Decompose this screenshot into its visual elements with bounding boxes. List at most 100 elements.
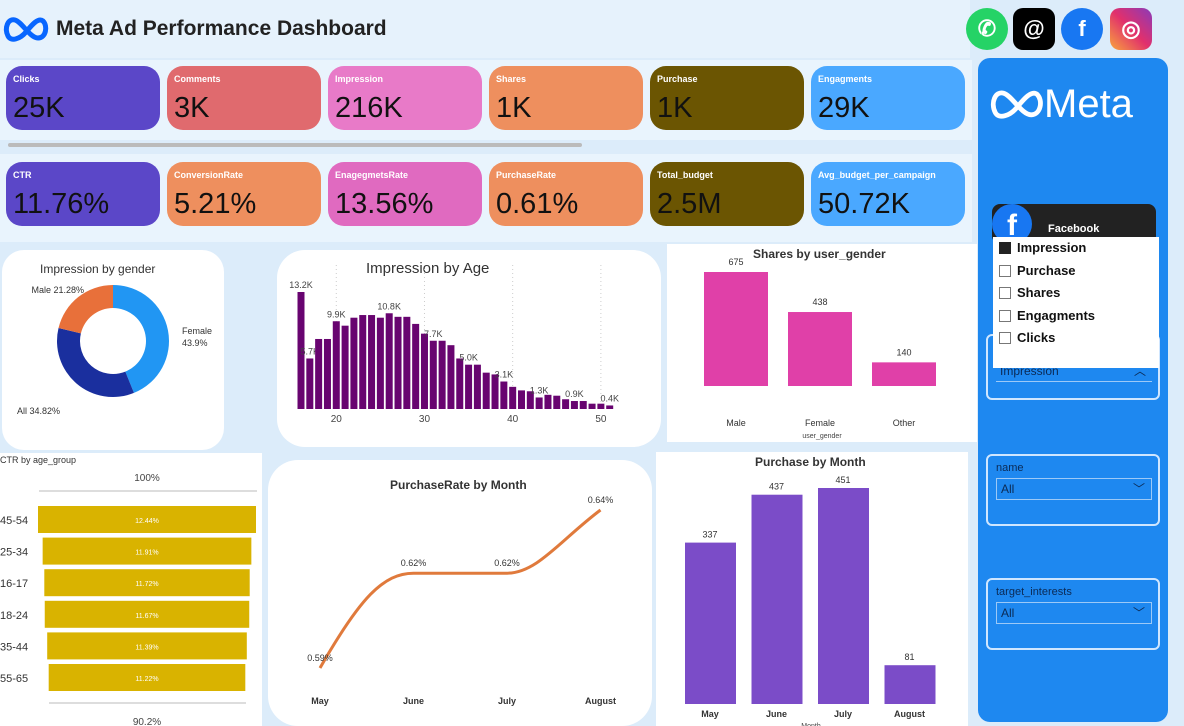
kpi-value: 11.76% xyxy=(13,188,110,220)
dropdown-value: All xyxy=(1001,482,1015,496)
target-interests-slicer: target_interests All ﹀ xyxy=(986,578,1160,650)
page-title: Meta Ad Performance Dashboard xyxy=(56,17,387,40)
metric-option-shares[interactable]: Shares xyxy=(993,282,1159,305)
shares-bar-chart: 675 Male 438 Female 140 Other user_gender xyxy=(704,257,936,440)
kpi-label: Total_budget xyxy=(657,170,713,180)
bar-age-23 xyxy=(359,315,367,409)
chart-title: Impression by gender xyxy=(40,262,156,276)
data-label: 437 xyxy=(769,482,784,492)
kpi-label: CTR xyxy=(13,170,32,180)
x-tick-label: July xyxy=(498,696,516,706)
slicer-label: name xyxy=(996,462,1024,474)
funnel-bar-18-24 xyxy=(44,600,250,628)
kpi-card-purchaserate: PurchaseRate 0.61% xyxy=(489,162,643,226)
checkbox[interactable] xyxy=(999,287,1011,299)
facebook-icon[interactable]: f xyxy=(1061,8,1103,50)
category-label: 45-54 xyxy=(0,515,28,527)
bar-age-29 xyxy=(412,323,420,409)
kpi-value: 3K xyxy=(174,92,210,124)
metric-option-clicks[interactable]: Clicks xyxy=(993,327,1159,350)
bar-age-28 xyxy=(403,316,411,409)
purchase-by-month-chart: Purchase by Month 337 May 437 June 451 July 81… xyxy=(656,452,968,726)
x-tick-label: Male xyxy=(726,418,746,428)
bar-age-38 xyxy=(491,374,499,409)
threads-icon[interactable]: @ xyxy=(1013,8,1055,50)
meta-logo-icon xyxy=(3,17,49,42)
data-label: 140 xyxy=(896,347,911,357)
kpi-label: Clicks xyxy=(13,74,40,84)
data-label: 9.9K xyxy=(327,309,346,319)
kpi-value: 1K xyxy=(657,92,693,124)
data-label: 5.0K xyxy=(459,353,478,363)
chart-title: Purchase by Month xyxy=(755,455,866,469)
bar-age-44 xyxy=(544,394,552,409)
kpi-label: EnagegmetsRate xyxy=(335,170,409,180)
data-label: 451 xyxy=(835,475,850,485)
option-label: Purchase xyxy=(1017,262,1076,278)
age-bar-chart: 20 30 40 50 13.2K 5.7K 9.9K 10.8K 7.7K 5.0K 3.1K 1.… xyxy=(289,265,619,425)
kpi-row-1: Clicks 25K Comments 3K Impression 216K Shares 1… xyxy=(0,60,972,140)
bar-age-42 xyxy=(526,391,534,409)
kpi-label: Impression xyxy=(335,74,384,84)
x-tick-label: 20 xyxy=(331,414,343,425)
x-tick-label: 40 xyxy=(507,414,519,425)
data-label: 675 xyxy=(728,257,743,267)
category-label: 55-65 xyxy=(0,673,28,685)
kpi-value: 5.21% xyxy=(174,188,257,220)
kpi-label: ConversionRate xyxy=(174,170,244,180)
kpi-label: Purchase xyxy=(657,74,698,84)
kpi-value: 13.56% xyxy=(335,188,434,220)
checkbox[interactable] xyxy=(999,264,1011,277)
data-label: 13.2K xyxy=(289,280,313,290)
data-label: 11.91% xyxy=(135,550,158,557)
header: Meta Ad Performance Dashboard xyxy=(0,0,970,58)
target-interests-dropdown[interactable]: All ﹀ xyxy=(996,602,1152,624)
x-tick-label: Other xyxy=(893,418,916,428)
data-label: 0.59% xyxy=(307,653,333,663)
metric-option-impression[interactable]: Impression xyxy=(993,237,1159,260)
bar-age-48 xyxy=(579,401,587,409)
bar-age-40 xyxy=(509,386,517,409)
metric-option-purchase[interactable]: Purchase xyxy=(993,260,1159,283)
bar-age-19 xyxy=(323,338,331,409)
scrollbar[interactable] xyxy=(8,143,582,147)
bar-age-25 xyxy=(376,317,384,409)
chart-title: Shares by user_gender xyxy=(753,247,886,261)
ctr-by-age-group-chart: CTR by age_group 100% 12.44% 45-54 11.91% 25… xyxy=(0,453,262,726)
bar-august xyxy=(884,665,936,704)
data-label: 337 xyxy=(702,530,717,540)
category-label: 16-17 xyxy=(0,578,28,590)
name-dropdown[interactable]: All ﹀ xyxy=(996,478,1152,500)
checkbox[interactable] xyxy=(999,332,1011,344)
kpi-label: Engagments xyxy=(818,74,873,84)
kpi-value: 25K xyxy=(13,92,65,124)
x-tick-label: 50 xyxy=(595,414,607,425)
option-label: Engagments xyxy=(1017,307,1096,323)
instagram-icon[interactable]: ◎ xyxy=(1110,8,1152,50)
checkbox[interactable] xyxy=(999,242,1011,254)
metric-option-engagments[interactable]: Engagments xyxy=(993,305,1159,328)
series-line xyxy=(318,508,602,669)
data-label: 11.72% xyxy=(135,581,158,588)
funnel-bar-25-34 xyxy=(42,537,252,565)
data-label: 11.22% xyxy=(135,676,158,683)
whatsapp-icon[interactable]: ✆ xyxy=(966,8,1008,50)
checkbox[interactable] xyxy=(999,309,1011,322)
chart-title: CTR by age_group xyxy=(0,455,77,465)
chevron-down-icon: ﹀ xyxy=(1132,482,1145,496)
kpi-label: PurchaseRate xyxy=(496,170,557,180)
data-label: 3.1K xyxy=(495,370,514,380)
category-label: 25-34 xyxy=(0,547,28,559)
kpi-value: 1K xyxy=(496,92,532,124)
kpi-value: 2.5M xyxy=(657,188,722,220)
kpi-card-comments: Comments 3K xyxy=(167,66,321,130)
kpi-card-shares: Shares 1K xyxy=(489,66,643,130)
data-label: 7.7K xyxy=(424,329,443,339)
data-label: 43.9% xyxy=(182,338,208,348)
chevron-down-icon: ﹀ xyxy=(1132,606,1145,620)
x-tick-label: August xyxy=(585,696,616,706)
bar-age-45 xyxy=(553,395,561,409)
x-tick-label: May xyxy=(701,709,719,719)
metric-options-list: Impression Purchase Shares Engagments Clicks xyxy=(993,237,1159,368)
data-label: 0.62% xyxy=(494,558,520,568)
